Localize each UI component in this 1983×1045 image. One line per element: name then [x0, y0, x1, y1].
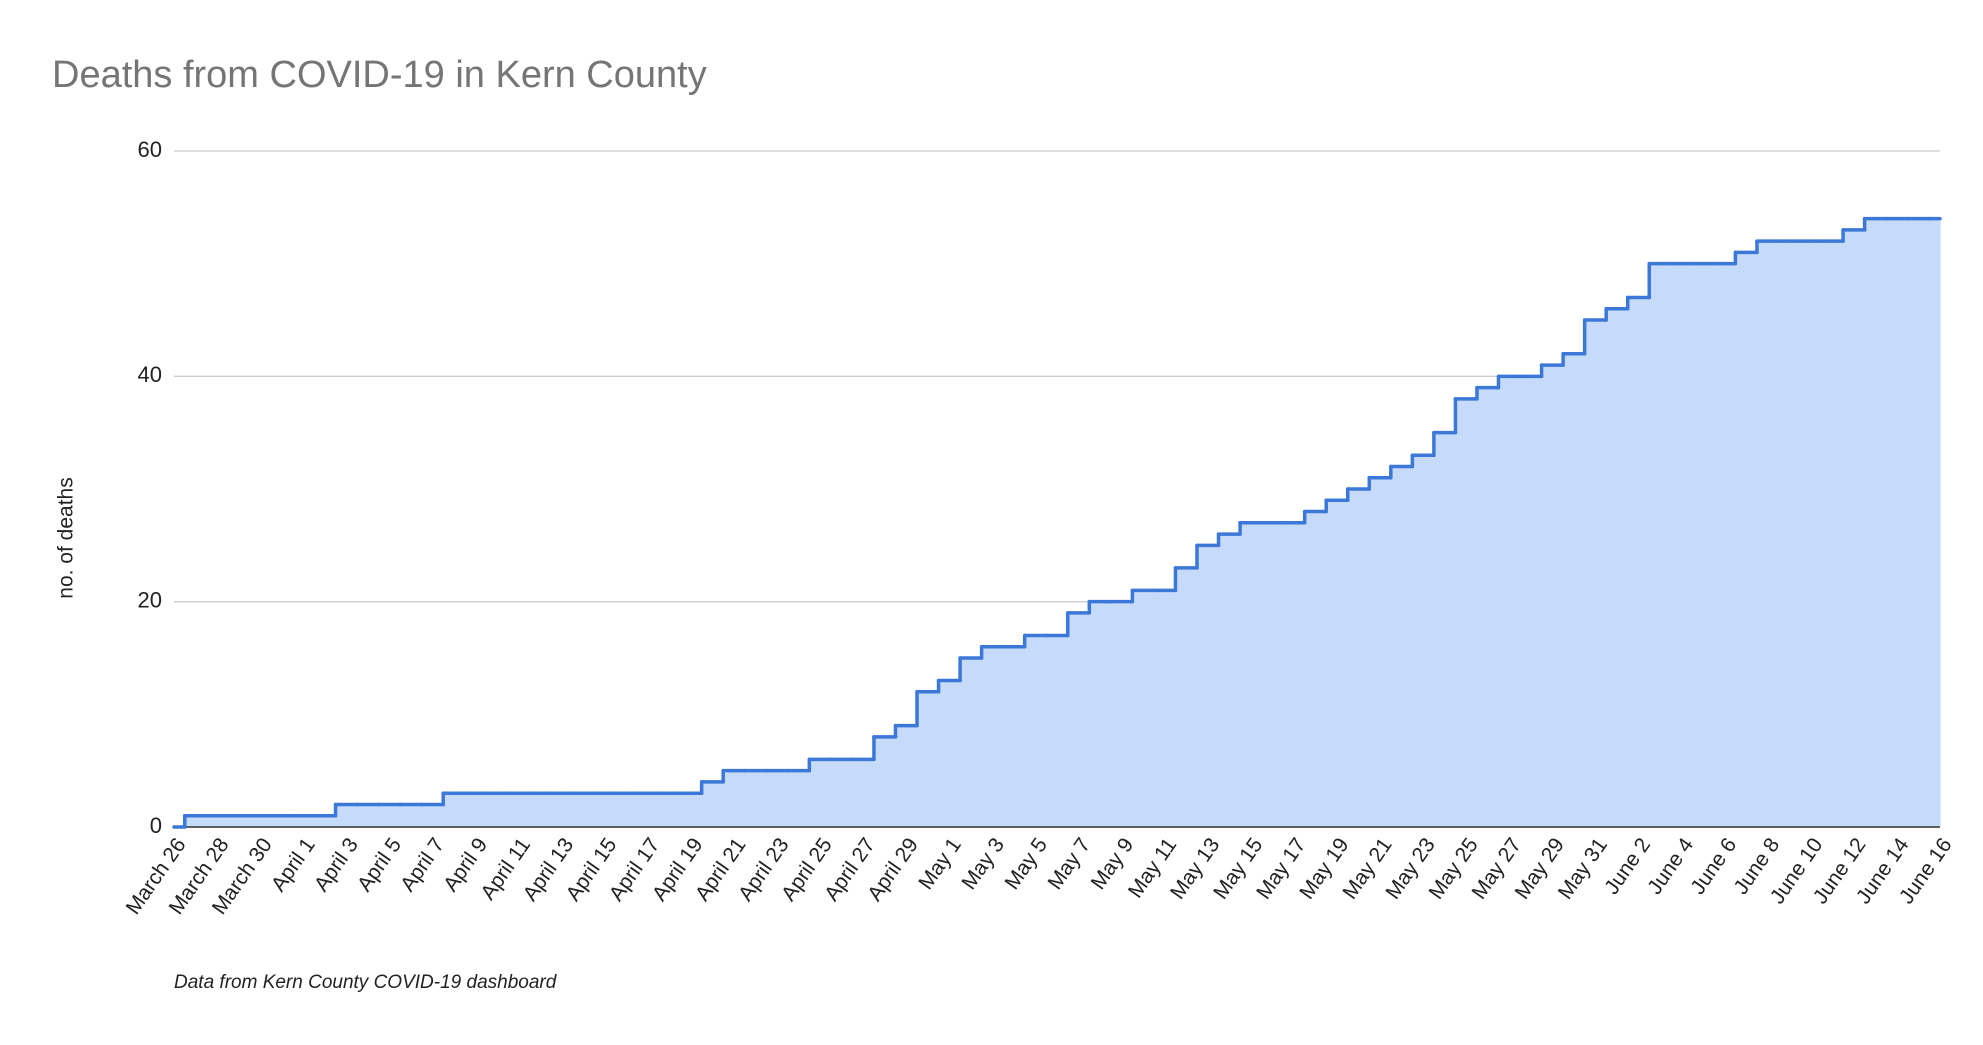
x-tick-label: April 3 — [310, 834, 363, 896]
area-step — [1326, 500, 1349, 827]
area-step — [1735, 252, 1758, 827]
area-step — [1003, 646, 1026, 827]
area-step — [1369, 477, 1392, 827]
area-step — [1584, 320, 1607, 827]
area-step — [658, 793, 681, 827]
area-step — [701, 781, 724, 827]
area-step — [1670, 263, 1693, 828]
area-step — [830, 759, 854, 827]
area-step — [723, 770, 746, 827]
area-step — [292, 815, 315, 827]
area-step — [637, 793, 660, 827]
area-step — [1046, 635, 1069, 827]
area-step — [1089, 601, 1112, 827]
area-step — [1541, 365, 1564, 827]
area-step — [1864, 218, 1887, 828]
area-step — [1067, 612, 1090, 827]
area-step — [1261, 522, 1284, 827]
area-step — [249, 815, 272, 827]
area-step — [550, 793, 574, 827]
area-step — [1218, 534, 1241, 827]
area-step — [1455, 398, 1478, 827]
x-tick-label: May 3 — [957, 834, 1009, 894]
area-step — [206, 815, 229, 827]
area-step — [1024, 635, 1047, 827]
area-step — [227, 815, 250, 827]
area-step — [1347, 489, 1370, 827]
area-step — [1110, 601, 1133, 827]
area-step — [873, 736, 897, 827]
area-step — [1778, 241, 1801, 828]
x-tick-label: May 7 — [1044, 834, 1096, 894]
area-step — [787, 770, 810, 827]
chart-title: Deaths from COVID-19 in Kern County — [52, 54, 707, 96]
area-step — [1649, 263, 1672, 828]
area-step — [313, 815, 337, 827]
area-step — [1756, 241, 1780, 828]
area-step — [507, 793, 530, 827]
area-step — [486, 793, 509, 827]
area-step — [1412, 455, 1435, 827]
area-step — [529, 793, 552, 827]
area-step — [938, 680, 961, 827]
x-tick-label: April 5 — [353, 834, 406, 896]
area-step — [1433, 432, 1457, 827]
area-step — [744, 770, 767, 827]
area-step — [270, 815, 294, 827]
area-step — [421, 804, 444, 827]
area-step — [960, 658, 983, 827]
area-step — [378, 804, 401, 827]
area-step — [443, 793, 466, 827]
x-tick-label: April 7 — [396, 834, 449, 896]
area-step — [615, 793, 638, 827]
area-step — [1153, 590, 1177, 827]
area-step — [1563, 353, 1586, 827]
area-step — [1283, 522, 1306, 827]
area-step — [1606, 308, 1629, 827]
area-step — [809, 759, 832, 827]
area-step — [766, 770, 789, 827]
area-step — [335, 804, 358, 827]
area-step — [981, 646, 1004, 827]
area-step — [1498, 376, 1521, 827]
area-step — [1692, 263, 1715, 828]
area-step — [1520, 376, 1543, 827]
area-step — [1627, 297, 1650, 827]
x-tick-label: May 1 — [914, 834, 966, 894]
y-tick-label: 40 — [138, 362, 162, 387]
area-step — [1886, 218, 1909, 828]
area-step — [895, 725, 918, 827]
x-tick-label: April 1 — [267, 834, 320, 896]
area-step — [1843, 229, 1866, 827]
y-tick-label: 60 — [138, 137, 162, 162]
area-step — [917, 691, 940, 827]
area-step — [1390, 466, 1413, 827]
y-tick-label: 20 — [138, 587, 162, 612]
area-step — [1304, 511, 1327, 827]
area-step — [852, 759, 875, 827]
area-step — [1196, 545, 1220, 827]
area-step — [1929, 218, 1941, 828]
area-step — [1240, 522, 1263, 827]
area-step — [1907, 218, 1930, 828]
area-step — [184, 815, 207, 827]
area-step — [1821, 241, 1844, 828]
area-step — [1800, 241, 1823, 828]
area-step — [680, 793, 703, 827]
area-step — [1132, 590, 1155, 827]
area-step — [464, 793, 487, 827]
x-tick-label: May 5 — [1000, 834, 1052, 894]
area-step — [572, 793, 595, 827]
footnote: Data from Kern County COVID-19 dashboard — [174, 972, 558, 993]
y-tick-label: 0 — [150, 813, 162, 838]
area-step — [1175, 567, 1198, 827]
area-step — [1476, 387, 1500, 827]
area-step — [357, 804, 380, 827]
y-axis-label: no. of deaths — [55, 477, 78, 598]
area-step — [593, 793, 617, 827]
area-step — [1713, 263, 1737, 828]
area-step — [400, 804, 423, 827]
